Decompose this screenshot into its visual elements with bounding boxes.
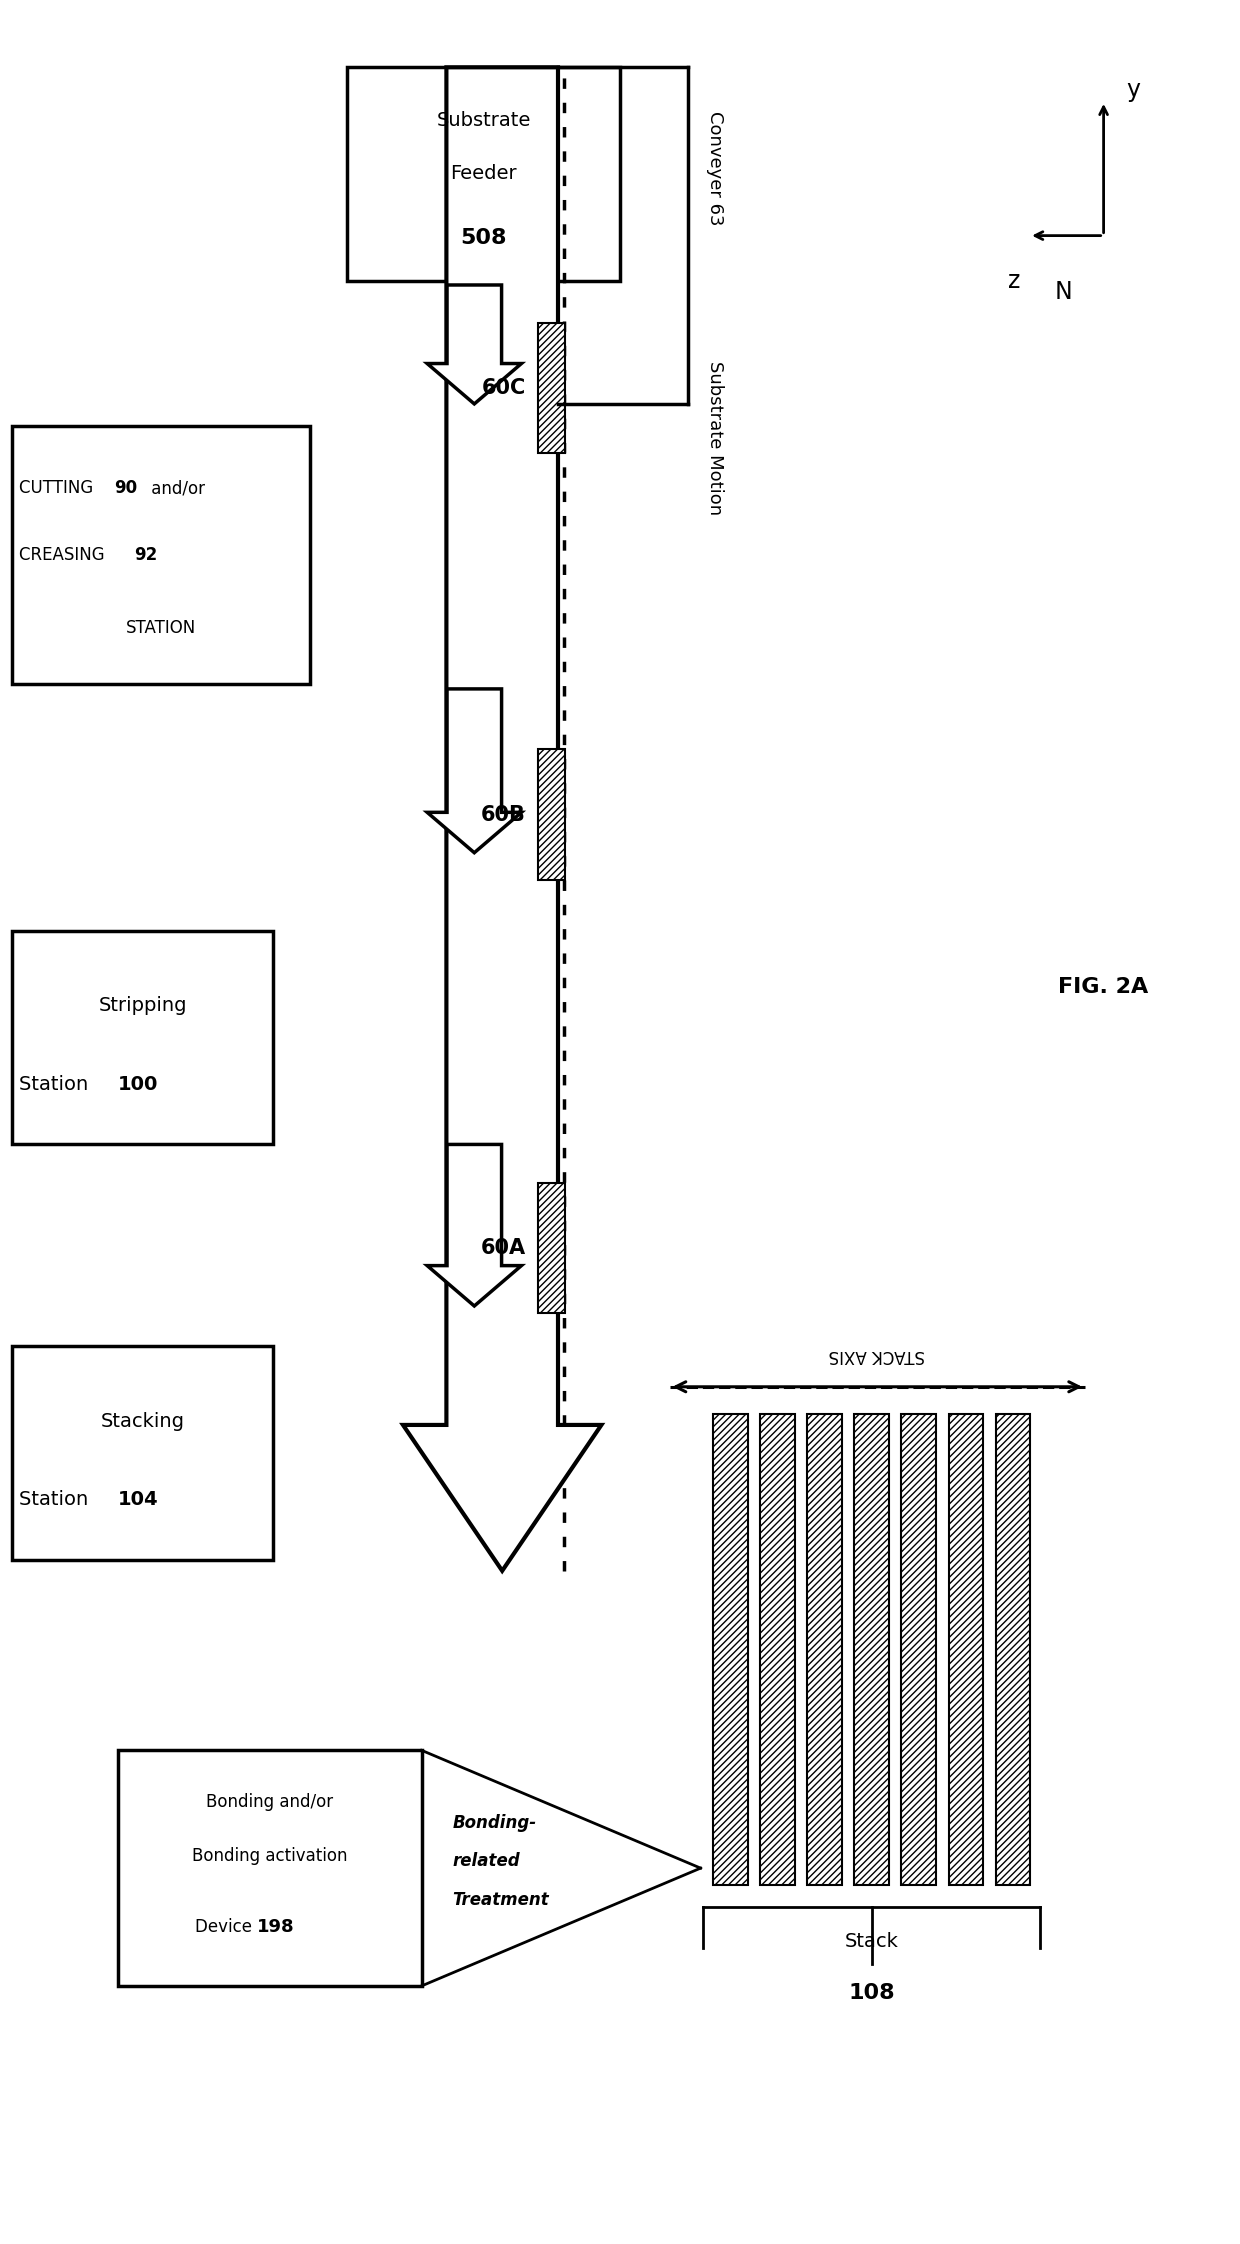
Text: 508: 508 — [460, 229, 507, 247]
Text: y: y — [1126, 79, 1140, 101]
Bar — [118, 1750, 422, 1986]
Bar — [538, 323, 565, 453]
Bar — [901, 1414, 936, 1885]
Bar — [12, 426, 310, 684]
Text: 198: 198 — [258, 1919, 295, 1937]
Text: Substrate: Substrate — [436, 112, 531, 130]
Text: 60A: 60A — [481, 1239, 526, 1257]
Bar — [901, 1414, 936, 1885]
Bar — [538, 749, 565, 880]
Bar — [760, 1414, 795, 1885]
Text: STACK AXIS: STACK AXIS — [830, 1346, 925, 1364]
Text: Station: Station — [19, 1075, 94, 1095]
Text: 60B: 60B — [481, 806, 526, 824]
Polygon shape — [427, 1144, 521, 1306]
Text: Conveyer 63: Conveyer 63 — [707, 110, 724, 227]
Text: Bonding activation: Bonding activation — [192, 1847, 347, 1865]
Polygon shape — [427, 689, 521, 853]
Text: N: N — [1055, 280, 1073, 303]
Bar — [12, 931, 273, 1144]
Text: CREASING: CREASING — [19, 545, 109, 565]
Bar — [996, 1414, 1030, 1885]
Text: related: related — [453, 1851, 521, 1871]
Text: Stacking: Stacking — [100, 1411, 185, 1429]
Text: Stack: Stack — [844, 1932, 899, 1950]
Text: Station: Station — [19, 1490, 94, 1510]
Bar — [713, 1414, 748, 1885]
Text: 104: 104 — [118, 1490, 159, 1510]
Text: 92: 92 — [134, 545, 157, 565]
Bar — [538, 1183, 565, 1313]
Polygon shape — [427, 285, 521, 404]
Bar — [807, 1414, 842, 1885]
Text: FIG. 2A: FIG. 2A — [1059, 978, 1148, 996]
Text: 100: 100 — [118, 1075, 159, 1095]
Polygon shape — [403, 67, 601, 1571]
Bar — [949, 1414, 983, 1885]
Bar — [854, 1414, 889, 1885]
Bar — [760, 1414, 795, 1885]
Bar — [854, 1414, 889, 1885]
Text: z: z — [1008, 269, 1021, 292]
Text: 108: 108 — [848, 1984, 895, 2002]
Text: Stripping: Stripping — [98, 996, 187, 1014]
Text: Feeder: Feeder — [450, 164, 517, 184]
Bar — [807, 1414, 842, 1885]
Text: Device: Device — [195, 1919, 258, 1937]
Text: Treatment: Treatment — [453, 1889, 549, 1910]
Text: Substrate Motion: Substrate Motion — [707, 361, 724, 514]
Text: STATION: STATION — [126, 619, 196, 637]
Bar — [12, 1346, 273, 1560]
Text: and/or: and/or — [146, 480, 206, 498]
Text: 60C: 60C — [481, 379, 526, 397]
Bar — [949, 1414, 983, 1885]
Bar — [538, 1183, 565, 1313]
Text: Bonding-: Bonding- — [453, 1813, 537, 1833]
Bar — [347, 67, 620, 280]
Text: CUTTING: CUTTING — [19, 480, 98, 498]
Bar — [538, 749, 565, 880]
Bar — [713, 1414, 748, 1885]
Text: Bonding and/or: Bonding and/or — [206, 1793, 334, 1811]
Bar — [996, 1414, 1030, 1885]
Text: 90: 90 — [114, 480, 138, 498]
Bar — [538, 323, 565, 453]
